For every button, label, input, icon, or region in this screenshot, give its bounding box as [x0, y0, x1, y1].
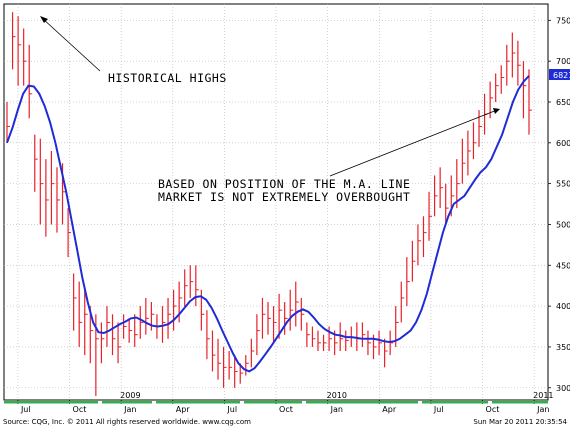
- ma-position-arrowhead: [493, 108, 500, 114]
- y-tick-label: 5500: [556, 180, 570, 189]
- historical-highs-arrow: [41, 17, 101, 72]
- x-axis: Jul Oct Jan Apr Jul Oct Jan Apr Jul Oct Jan 2009 201…: [4, 391, 554, 414]
- x-tick-label: Oct: [279, 405, 293, 414]
- x-tick-label: Oct: [73, 405, 87, 414]
- x-tick-label: Jan: [123, 405, 136, 414]
- annotation-ma-position: BASED ON POSITION OF THE M.A. LINE: [158, 177, 410, 191]
- x-axis-bar-segment: [102, 401, 152, 404]
- y-tick-label: 4500: [556, 261, 570, 270]
- x-tick-label: Apr: [176, 405, 191, 414]
- year-label: 2011: [533, 391, 553, 400]
- y-tick-label: 5000: [556, 220, 570, 229]
- x-tick-label: Jul: [433, 405, 444, 414]
- year-label: 2009: [120, 391, 140, 400]
- x-tick-label: Oct: [486, 405, 500, 414]
- historical-highs-arrowhead: [40, 16, 48, 23]
- x-axis-bar-segment: [422, 401, 488, 404]
- x-tick-label: Jan: [536, 405, 549, 414]
- last-price-value: 6821: [553, 71, 570, 80]
- annotation-not-overbought: MARKET IS NOT EXTREMELY OVERBOUGHT: [158, 190, 410, 204]
- annotation-historical-highs: HISTORICAL HIGHS: [108, 71, 227, 85]
- footer-date: Sun Mar 20 2011 20:35:54: [473, 418, 567, 426]
- price-bars: [6, 12, 532, 396]
- y-tick-label: 3500: [556, 343, 570, 352]
- moving-average-line: [6, 75, 530, 373]
- footer-source: Source: CQG, Inc. © 2011 All rights rese…: [3, 418, 251, 426]
- y-tick-label: 7500: [556, 16, 570, 25]
- y-axis: 3000 3500 4000 4500 5000 5500 6000 6500 7000 7500: [548, 16, 570, 393]
- y-tick-label: 6000: [556, 139, 570, 148]
- y-tick-label: 4000: [556, 302, 570, 311]
- x-tick-label: Jul: [226, 405, 237, 414]
- y-tick-label: 6500: [556, 98, 570, 107]
- x-axis-bar-segment: [244, 401, 302, 404]
- x-axis-bar-segment: [4, 401, 98, 404]
- x-tick-label: Jul: [20, 405, 31, 414]
- x-tick-label: Apr: [382, 405, 397, 414]
- x-axis-bar-segment: [306, 401, 418, 404]
- y-tick-label: 7000: [556, 57, 570, 66]
- y-tick-label: 3000: [556, 384, 570, 393]
- x-axis-bar-segment: [492, 401, 548, 404]
- x-axis-bar-segment: [156, 401, 240, 404]
- x-tick-label: Jan: [330, 405, 343, 414]
- year-label: 2010: [327, 391, 347, 400]
- last-price-tag: [549, 69, 570, 80]
- ma-position-arrow: [329, 109, 498, 177]
